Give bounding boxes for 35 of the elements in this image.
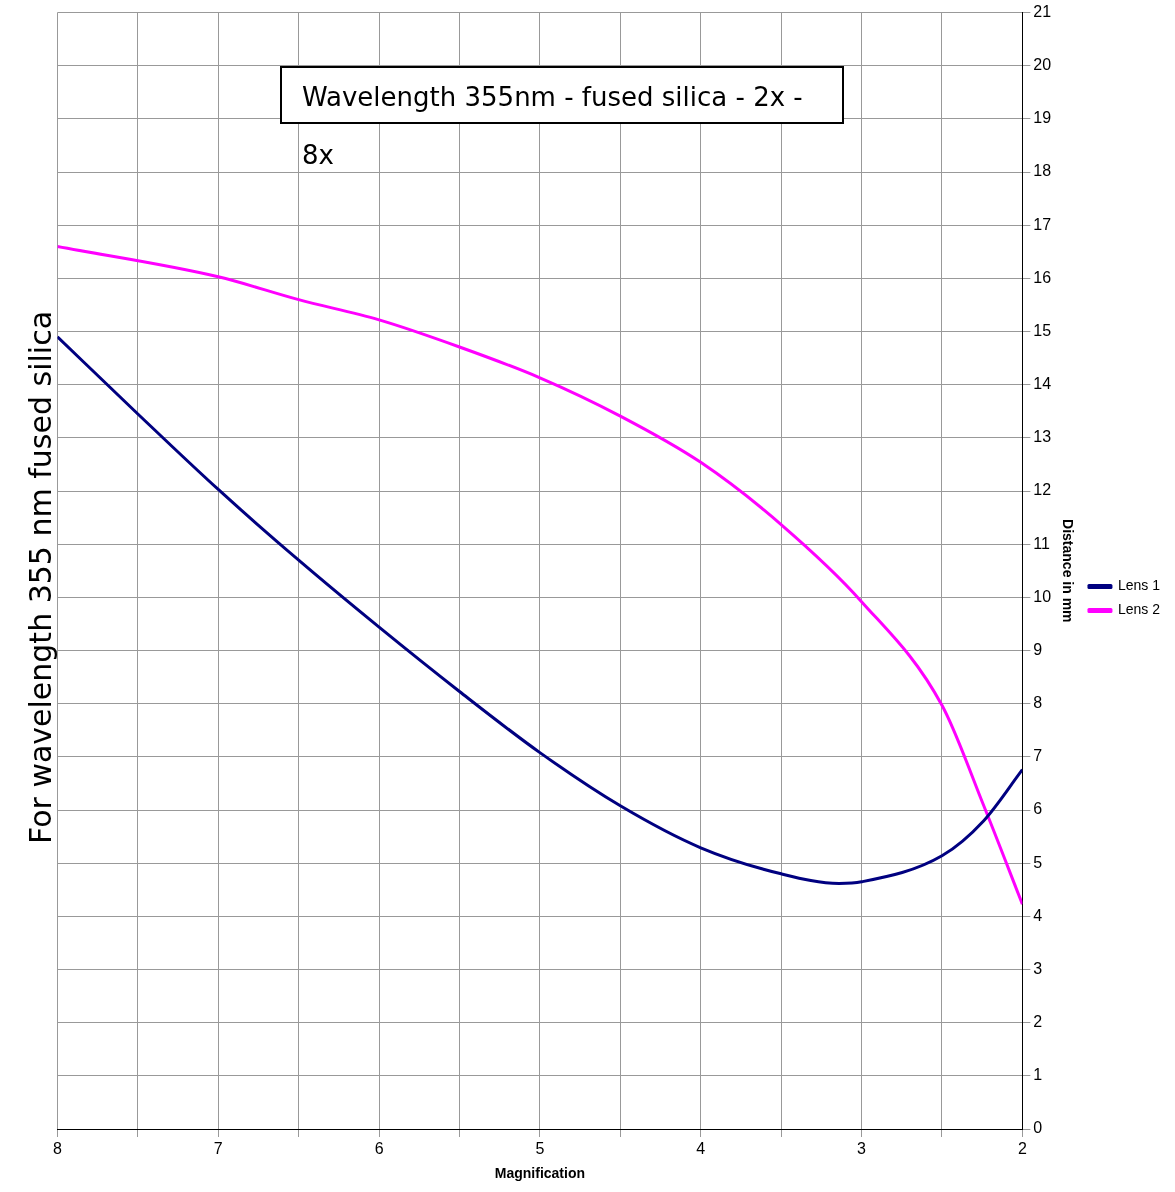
y-tick-label: 11 [1033, 534, 1051, 552]
y-axis-title: Distance in mm [1059, 519, 1076, 623]
x-axis-title: Magnification [494, 1165, 586, 1182]
legend-label: Lens 2 [1117, 601, 1161, 618]
x-tick-label: 7 [213, 1140, 223, 1158]
y-tick-label: 0 [1033, 1119, 1043, 1137]
x-tick-label: 3 [857, 1140, 867, 1158]
y-tick-label: 19 [1033, 109, 1052, 127]
y-tick-label: 1 [1033, 1066, 1043, 1084]
y-tick-label: 14 [1033, 375, 1052, 393]
y-tick-label: 3 [1033, 959, 1043, 977]
y-tick-label: 17 [1033, 215, 1052, 233]
y-tick-label: 7 [1033, 747, 1043, 765]
y-tick-label: 18 [1033, 162, 1052, 180]
y-tick-label: 6 [1033, 800, 1043, 818]
y-tick-label: 9 [1033, 640, 1043, 658]
y-tick-label: 12 [1033, 481, 1052, 499]
y-tick-label: 10 [1033, 587, 1052, 605]
legend-label: Lens 1 [1117, 577, 1161, 594]
text: Wavelength 355nm - fused silica - 2x - 8x [301, 81, 804, 170]
y-tick-label: 5 [1033, 853, 1043, 871]
y-tick-label: 4 [1033, 906, 1043, 924]
y-tick-label: 20 [1033, 56, 1052, 74]
y-tick-label: 16 [1033, 268, 1052, 286]
x-tick-label: 8 [53, 1140, 62, 1158]
x-tick-label: 4 [696, 1140, 706, 1158]
text: For wavelength 355 nm fused silica [22, 310, 58, 846]
x-tick-label: 2 [1017, 1140, 1027, 1158]
y-tick-label: 13 [1033, 428, 1052, 446]
y-tick-label: 21 [1033, 3, 1052, 21]
y-tick-label: 8 [1033, 694, 1043, 712]
x-tick-label: 6 [374, 1140, 384, 1158]
x-tick-label: 5 [535, 1140, 545, 1158]
y-tick-label: 2 [1033, 1013, 1043, 1031]
y-tick-label: 15 [1033, 321, 1052, 339]
